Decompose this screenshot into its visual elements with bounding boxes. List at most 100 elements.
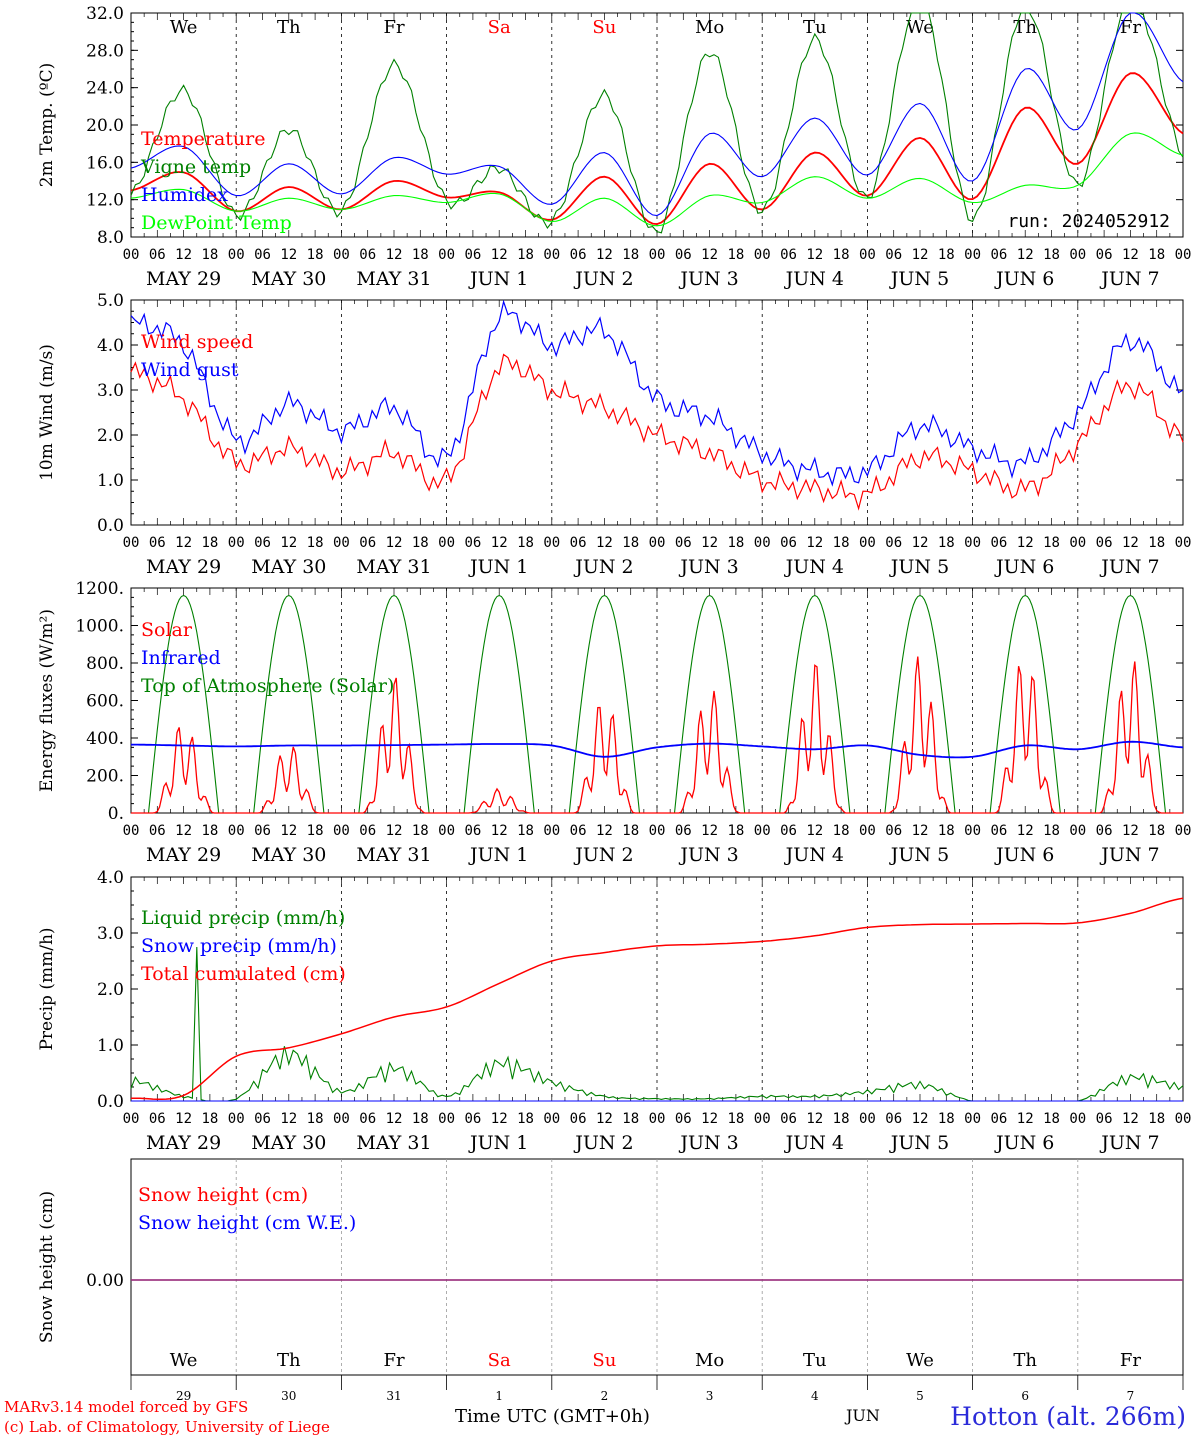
hour-label: 00 [649,823,666,839]
hour-label: 18 [938,823,955,839]
date-label: JUN 4 [784,268,844,290]
hour-label: 00 [754,823,771,839]
hour-label: 12 [280,1111,297,1127]
hour-label: 00 [333,1111,350,1127]
date-label: JUN 4 [784,844,844,866]
hour-label: 06 [675,1111,692,1127]
hour-label: 18 [622,1111,639,1127]
weekday-label-bottom: Th [277,1350,301,1371]
hour-label: 06 [885,1111,902,1127]
hour-label: 06 [990,823,1007,839]
hour-label: 06 [780,823,797,839]
hour-label: 00 [964,535,981,551]
hour-label: 18 [727,247,744,263]
hour-label: 12 [491,247,508,263]
date-label: JUN 7 [1099,556,1159,578]
hour-label: 12 [1017,535,1034,551]
y-tick-label: 12.0 [86,191,124,211]
y-tick-label: 20.0 [86,116,124,136]
hour-label: 00 [438,823,455,839]
weekday-label-bottom: Th [1013,1350,1037,1371]
hour-label: 18 [517,247,534,263]
hour-label: 18 [412,247,429,263]
hour-label: 12 [806,247,823,263]
hour-label: 18 [727,823,744,839]
hour-label: 00 [543,823,560,839]
date-label: JUN 1 [468,556,528,578]
hour-label: 12 [386,823,403,839]
hour-label: 12 [912,247,929,263]
run-annotation: run: 2024052912 [1007,211,1170,232]
hour-label: 12 [912,535,929,551]
hour-label: 06 [254,247,271,263]
hour-label: 18 [938,535,955,551]
weekday-label-bottom: We [906,1350,934,1371]
y-tick-label: 3.0 [97,924,124,944]
date-label: JUN 4 [784,556,844,578]
hour-label: 18 [1148,1111,1165,1127]
hour-label: 18 [727,535,744,551]
series-line-wind-gust [130,299,1184,487]
date-label: JUN 6 [994,844,1054,866]
legend-entry: Humidex [141,184,228,206]
date-label: JUN 5 [889,844,949,866]
date-label: JUN 2 [573,1132,633,1154]
hour-label: 00 [123,823,140,839]
hour-label: 12 [386,247,403,263]
day-number: 30 [281,1389,296,1403]
hour-label: 06 [990,1111,1007,1127]
weekday-label-bottom: Su [592,1350,616,1371]
date-label: JUN 4 [784,1132,844,1154]
day-number: 4 [811,1389,819,1403]
day-number: 31 [386,1389,401,1403]
hour-label: 06 [149,1111,166,1127]
legend-entry: Snow height (cm W.E.) [138,1212,356,1234]
hour-label: 18 [833,823,850,839]
weekday-label: Th [1013,17,1037,38]
hour-label: 06 [149,247,166,263]
weekday-label-bottom: Fr [383,1350,404,1371]
hour-label: 00 [859,535,876,551]
day-number: 6 [1021,1389,1029,1403]
hour-label: 00 [754,1111,771,1127]
hour-label: 06 [254,1111,271,1127]
hour-label: 06 [359,1111,376,1127]
legend-entry: Liquid precip (mm/h) [141,907,345,929]
y-tick-label: 0.00 [86,1271,124,1291]
hour-label: 12 [491,823,508,839]
y-tick-label: 0.0 [97,1092,124,1112]
y-tick-label: 2.0 [97,980,124,1000]
series-line-dewpoint-temp [130,132,1184,227]
y-tick-label: 24.0 [86,79,124,99]
legend-entry: Wind speed [141,331,253,353]
date-label: JUN 6 [994,1132,1054,1154]
hour-label: 18 [517,823,534,839]
legend-entry: Snow height (cm) [138,1184,308,1206]
date-label: JUN 6 [994,268,1054,290]
hour-label: 06 [149,535,166,551]
hour-label: 18 [412,823,429,839]
hour-label: 00 [1175,1111,1192,1127]
legend-entry: Infrared [141,647,221,669]
hour-label: 00 [1069,823,1086,839]
weekday-label-bottom: Sa [488,1350,511,1371]
date-label: JUN 7 [1099,1132,1159,1154]
series-line-humidex [130,12,1184,217]
hour-label: 06 [990,535,1007,551]
hour-label: 18 [412,535,429,551]
y-tick-label: 1200. [75,579,124,599]
hour-label: 12 [701,1111,718,1127]
hour-label: 18 [938,247,955,263]
hour-label: 06 [254,535,271,551]
hour-label: 06 [675,535,692,551]
hour-label: 18 [1148,535,1165,551]
hour-label: 00 [123,247,140,263]
hour-label: 12 [280,247,297,263]
y-tick-label: 4.0 [97,868,124,888]
date-label: JUN 3 [678,268,738,290]
legend-entry: Vigne temp [140,156,251,178]
y-tick-label: 0.0 [97,516,124,536]
hour-label: 06 [570,247,587,263]
weekday-label: Tu [803,17,827,38]
hour-label: 06 [780,1111,797,1127]
